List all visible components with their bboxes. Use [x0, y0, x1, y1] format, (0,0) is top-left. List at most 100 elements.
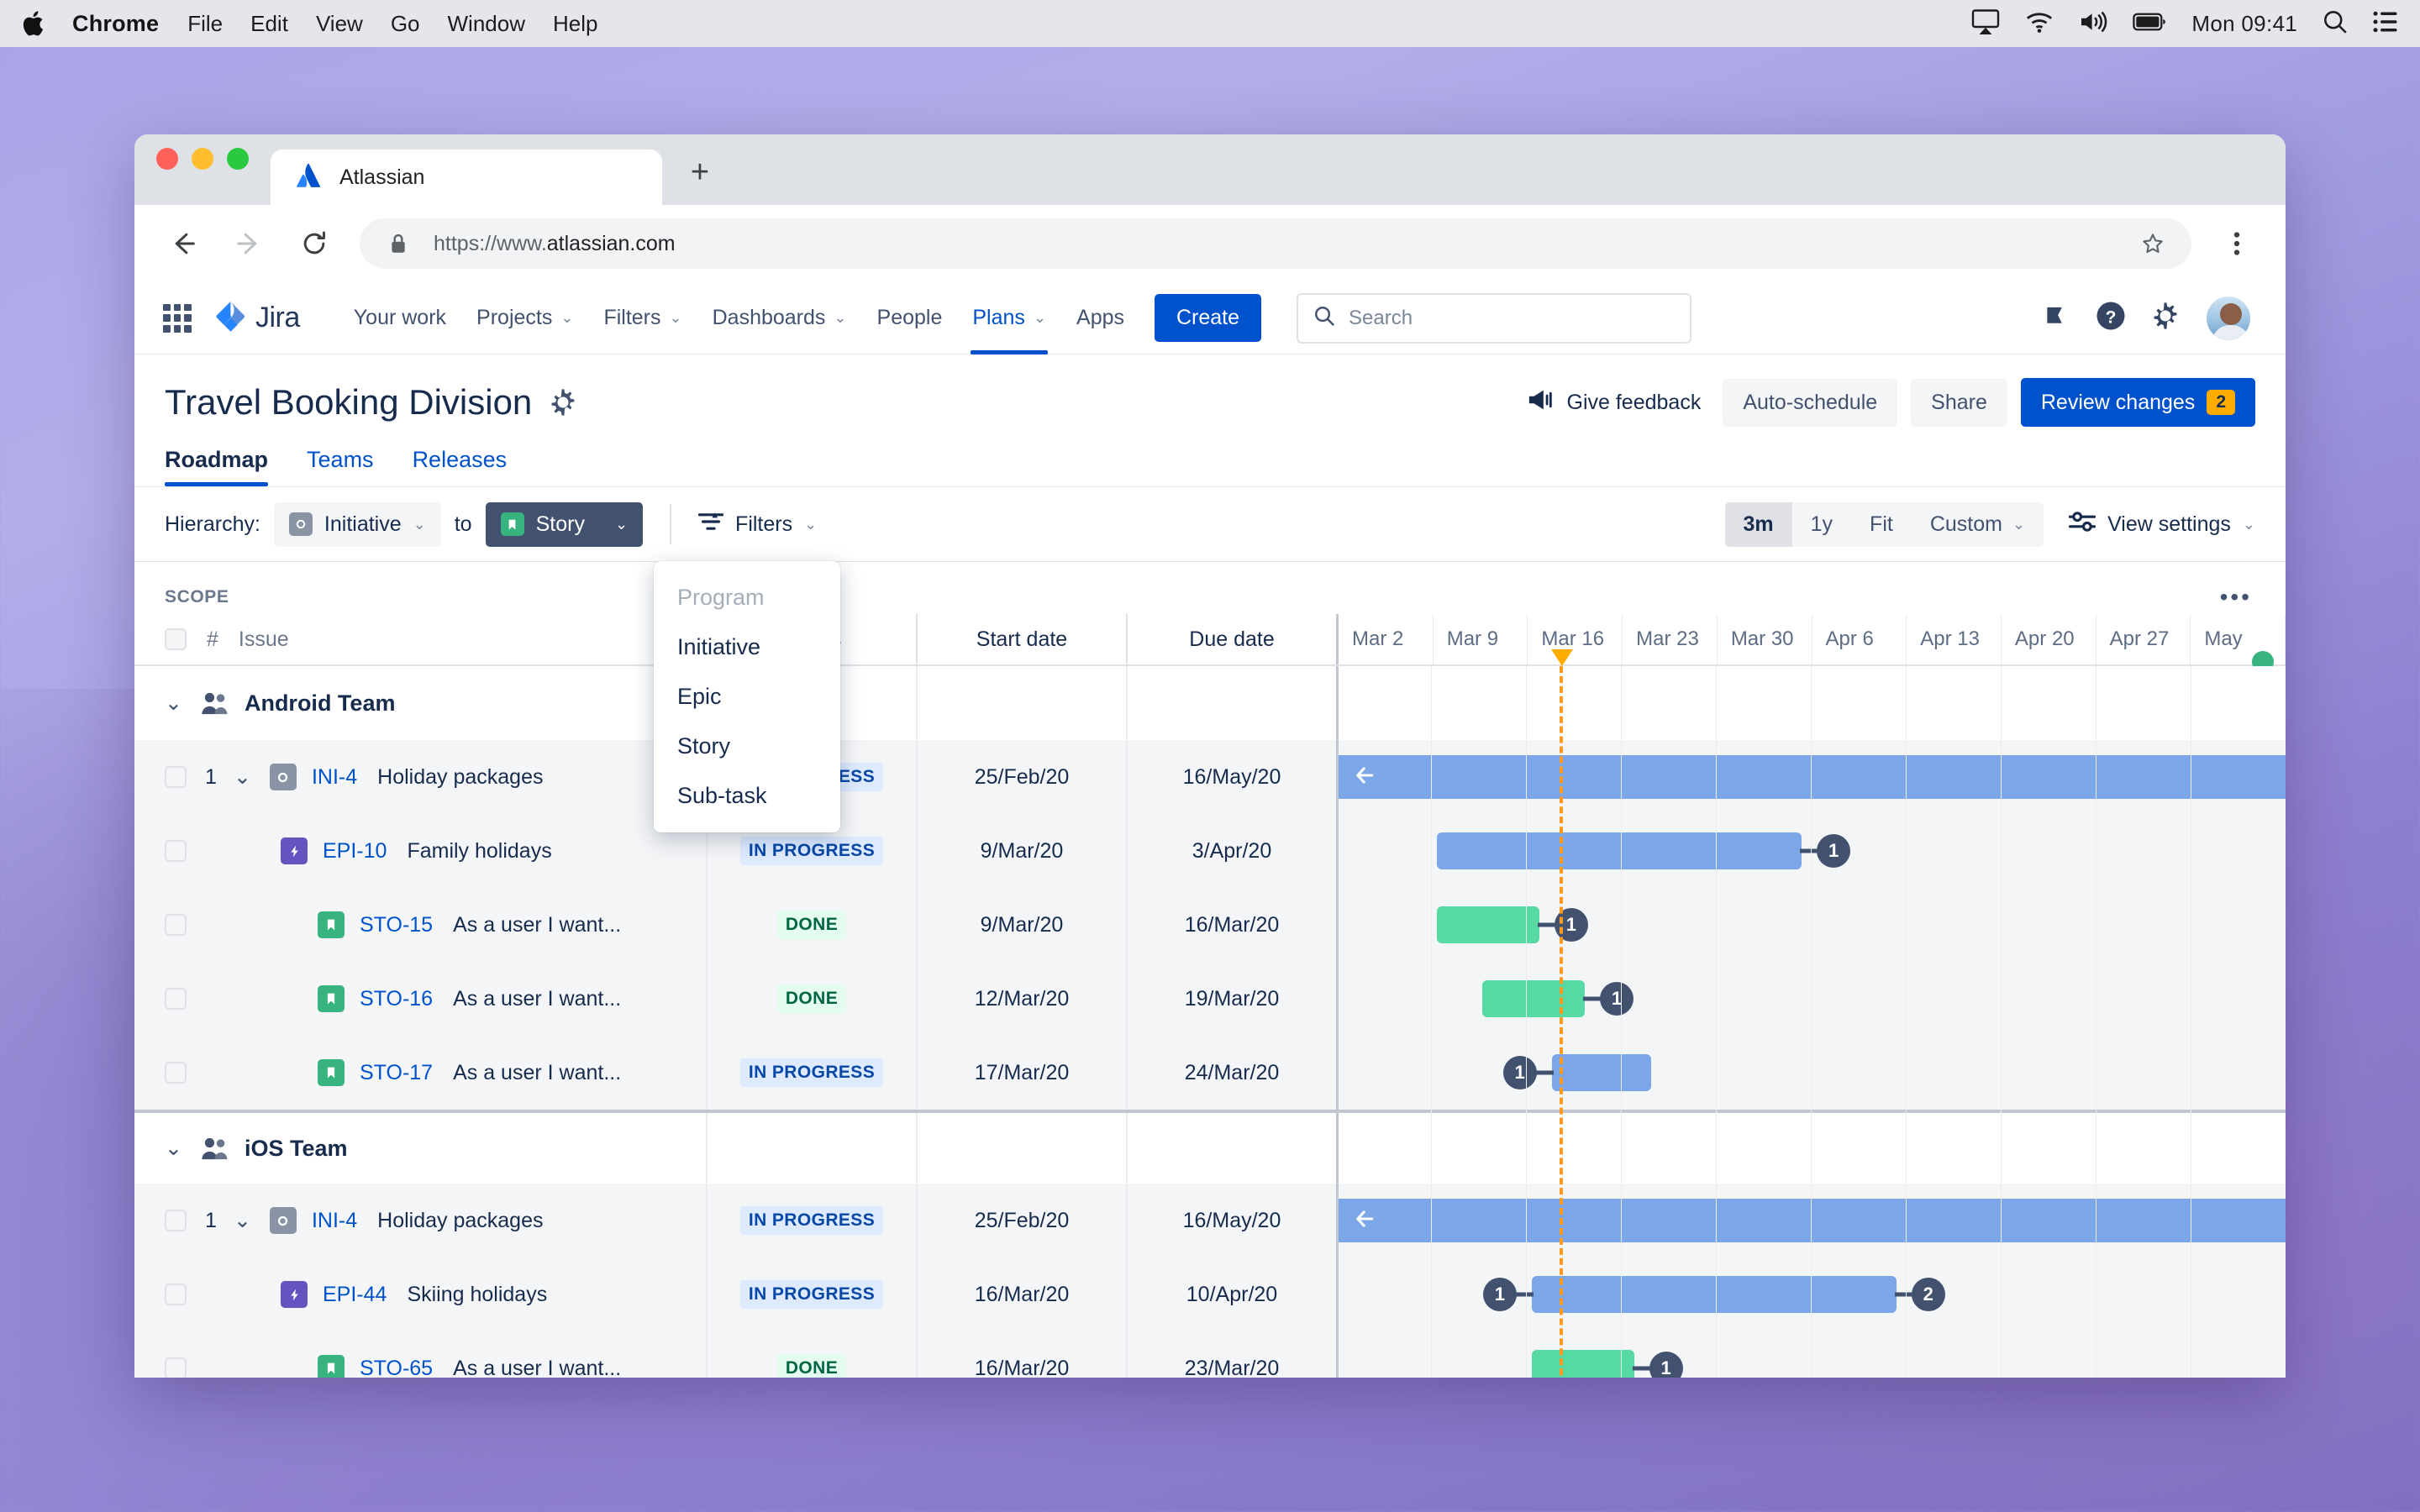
timeline-cell[interactable]: 1 — [1336, 1036, 2286, 1110]
timeline-cell[interactable]: 1 — [1336, 1331, 2286, 1378]
issue-row[interactable]: EPI-10 Family holidays IN PROGRESS 9/Mar/20… — [134, 814, 2286, 888]
issue-row[interactable]: STO-65 As a user I want... DONE 16/Mar/20 23… — [134, 1331, 2286, 1378]
avatar[interactable] — [2205, 294, 2252, 342]
status-cell[interactable]: IN PROGRESS — [706, 1036, 916, 1110]
issue-key[interactable]: STO-16 — [360, 986, 434, 1011]
row-checkbox[interactable] — [165, 988, 187, 1010]
close-window-button[interactable] — [156, 148, 178, 170]
tab-releases[interactable]: Releases — [412, 447, 508, 472]
wifi-icon[interactable] — [2025, 11, 2054, 37]
team-group-row[interactable]: ⌄ Android Team — [134, 666, 2286, 740]
view-settings-button[interactable]: View settings ⌄ — [2068, 510, 2255, 539]
zoom-fit-button[interactable]: Fit — [1870, 512, 1893, 536]
review-changes-button[interactable]: Review changes 2 — [2020, 378, 2255, 427]
start-date-cell[interactable]: 16/Mar/20 — [916, 1331, 1126, 1378]
menu-window[interactable]: Window — [447, 10, 525, 36]
notifications-icon[interactable] — [2044, 302, 2070, 333]
nav-dashboards[interactable]: Dashboards ⌄ — [712, 306, 847, 329]
row-checkbox[interactable] — [165, 766, 187, 788]
issue-row[interactable]: 1 ⌄ INI-4 Holiday packages IN PROGRESS 25/Feb… — [134, 1184, 2286, 1257]
timeline-cell[interactable] — [1336, 1184, 2286, 1257]
row-checkbox[interactable] — [165, 840, 187, 862]
global-search-input[interactable]: Search — [1297, 292, 1692, 344]
tab-teams[interactable]: Teams — [307, 447, 374, 472]
status-cell[interactable]: DONE — [706, 1331, 916, 1378]
row-checkbox[interactable] — [165, 1062, 187, 1084]
zoom-custom-button[interactable]: Custom ⌄ — [1929, 512, 2026, 536]
timeline-cell[interactable]: 1 — [1336, 962, 2286, 1036]
due-date-column-header[interactable]: Due date — [1126, 614, 1336, 664]
timeline-cell[interactable]: 1 — [1336, 814, 2286, 888]
gantt-bar[interactable] — [1437, 906, 1539, 943]
collapse-chevron-icon[interactable]: ⌄ — [165, 691, 182, 715]
status-cell[interactable]: IN PROGRESS — [706, 1184, 916, 1257]
reload-icon[interactable] — [294, 223, 334, 264]
browser-tab-atlassian[interactable]: Atlassian — [271, 150, 662, 205]
due-date-cell[interactable]: 10/Apr/20 — [1126, 1257, 1336, 1331]
start-date-cell[interactable]: 17/Mar/20 — [916, 1036, 1126, 1110]
due-date-cell[interactable]: 19/Mar/20 — [1126, 962, 1336, 1036]
nav-people[interactable]: People — [876, 306, 943, 329]
search-icon[interactable] — [2323, 9, 2348, 39]
start-date-cell[interactable]: 16/Mar/20 — [916, 1257, 1126, 1331]
window-controls[interactable] — [156, 134, 249, 205]
more-options-icon[interactable]: ••• — [2219, 584, 2252, 610]
help-icon[interactable]: ? — [2096, 301, 2126, 335]
nav-projects[interactable]: Projects ⌄ — [476, 306, 574, 329]
menu-file[interactable]: File — [187, 10, 224, 36]
status-cell[interactable]: IN PROGRESS — [706, 1257, 916, 1331]
back-arrow-icon[interactable] — [163, 223, 203, 264]
battery-icon[interactable] — [2133, 13, 2166, 35]
collapse-chevron-icon[interactable]: ⌄ — [165, 1137, 182, 1160]
dropdown-item-subtask[interactable]: Sub-task — [677, 783, 767, 808]
dropdown-item-epic[interactable]: Epic — [677, 684, 722, 709]
issue-key[interactable]: STO-17 — [360, 1060, 434, 1084]
due-date-cell[interactable]: 23/Mar/20 — [1126, 1331, 1336, 1378]
expand-chevron-icon[interactable]: ⌄ — [234, 1209, 251, 1232]
gantt-bar[interactable] — [1339, 755, 2286, 799]
due-date-cell[interactable]: 16/May/20 — [1126, 1184, 1336, 1257]
due-date-cell[interactable]: 16/Mar/20 — [1126, 888, 1336, 962]
tab-roadmap[interactable]: Roadmap — [165, 447, 269, 486]
dependency-count-badge[interactable]: 1 — [1600, 982, 1634, 1016]
due-date-cell[interactable]: 3/Apr/20 — [1126, 814, 1336, 888]
nav-apps[interactable]: Apps — [1076, 306, 1124, 329]
airplay-icon[interactable] — [1971, 8, 2000, 39]
row-checkbox[interactable] — [165, 1210, 187, 1231]
dependency-count-badge[interactable]: 1 — [1649, 1352, 1683, 1378]
due-date-cell[interactable]: 16/May/20 — [1126, 740, 1336, 814]
jira-logo[interactable]: Jira — [215, 301, 300, 335]
issue-row[interactable]: EPI-44 Skiing holidays IN PROGRESS 16/Mar/2… — [134, 1257, 2286, 1331]
settings-icon[interactable] — [2151, 302, 2180, 334]
hierarchy-from-select[interactable]: Initiative ⌄ — [273, 501, 441, 547]
status-cell[interactable]: DONE — [706, 962, 916, 1036]
start-date-cell[interactable]: 25/Feb/20 — [916, 1184, 1126, 1257]
menu-edit[interactable]: Edit — [250, 10, 288, 36]
row-checkbox[interactable] — [165, 1357, 187, 1378]
gear-icon[interactable] — [549, 388, 577, 417]
zoom-1y-button[interactable]: 1y — [1810, 512, 1833, 536]
volume-icon[interactable] — [2079, 10, 2107, 38]
nav-plans[interactable]: Plans ⌄ — [957, 282, 1061, 354]
start-date-cell[interactable]: 25/Feb/20 — [916, 740, 1126, 814]
menu-app-name[interactable]: Chrome — [72, 10, 160, 36]
gantt-bar[interactable] — [1437, 832, 1802, 869]
issue-key[interactable]: EPI-44 — [323, 1282, 387, 1306]
gantt-bar[interactable] — [1531, 1350, 1634, 1378]
menu-help[interactable]: Help — [553, 10, 598, 36]
gantt-bar[interactable] — [1551, 1054, 1651, 1091]
start-date-cell[interactable]: 9/Mar/20 — [916, 814, 1126, 888]
start-date-column-header[interactable]: Start date — [916, 614, 1126, 664]
minimize-window-button[interactable] — [192, 148, 213, 170]
row-checkbox[interactable] — [165, 1284, 187, 1305]
gantt-bar[interactable] — [1339, 1199, 2286, 1242]
share-button[interactable]: Share — [1911, 378, 2007, 427]
hierarchy-to-select[interactable]: Story ⌄ — [485, 501, 644, 547]
issue-row[interactable]: STO-16 As a user I want... DONE 12/Mar/20 19… — [134, 962, 2286, 1036]
start-date-cell[interactable]: 9/Mar/20 — [916, 888, 1126, 962]
gantt-bar[interactable] — [1531, 1276, 1897, 1313]
control-center-icon[interactable] — [2373, 11, 2398, 37]
gantt-bar[interactable] — [1482, 980, 1585, 1017]
give-feedback-button[interactable]: Give feedback — [1527, 387, 1701, 418]
